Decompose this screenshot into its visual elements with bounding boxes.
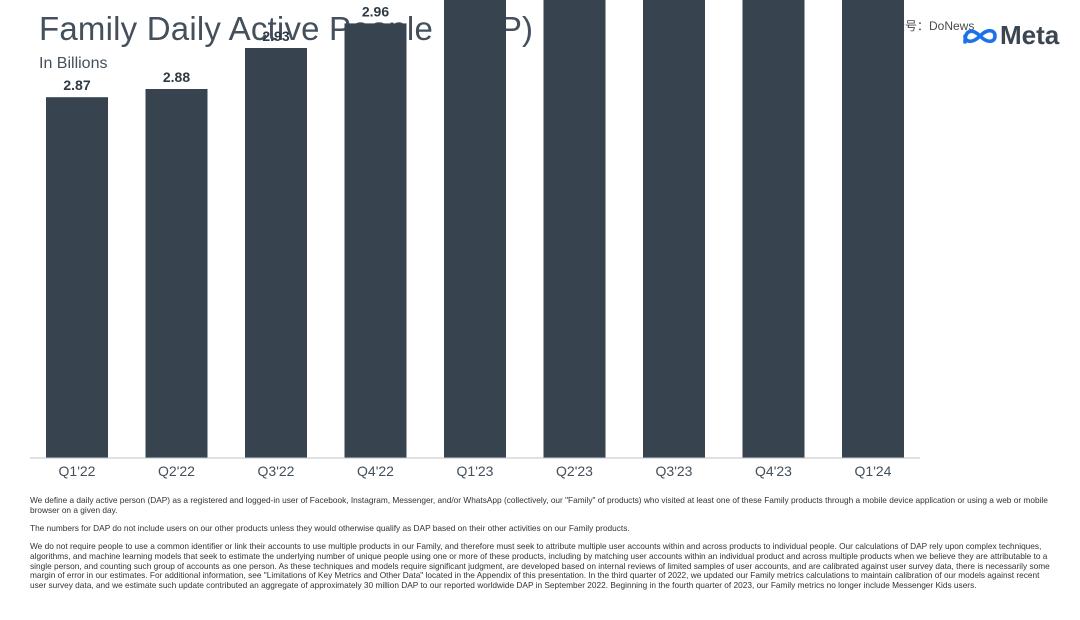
bar-0 — [46, 97, 108, 458]
x-tick-label-4: Q1'23 — [457, 463, 494, 479]
page-subtitle: In Billions — [39, 55, 108, 72]
value-labels-group: 2.872.882.932.963.023.073.143.193.24 — [63, 3, 389, 93]
bar-5 — [543, 0, 606, 458]
value-label-2: 2.93 — [262, 28, 289, 44]
footnote-definition: We define a daily active person (DAP) as… — [30, 495, 1048, 515]
meta-logo: Meta — [962, 20, 1059, 51]
x-tick-label-0: Q1'22 — [59, 463, 96, 479]
bar-2 — [245, 48, 307, 458]
bar-1 — [145, 89, 208, 458]
x-tick-label-3: Q4'22 — [357, 463, 394, 479]
x-tick-label-2: Q3'22 — [258, 463, 295, 479]
x-tick-label-1: Q2'22 — [158, 463, 195, 479]
bar-3 — [344, 23, 407, 459]
value-label-0: 2.87 — [63, 77, 90, 93]
x-tick-label-5: Q2'23 — [556, 463, 593, 479]
bars-group — [46, 0, 904, 459]
value-label-3: 2.96 — [362, 3, 389, 19]
footnote-exclusions: The numbers for DAP do not include users… — [30, 522, 630, 533]
dap-bar-chart: 2.872.882.932.963.023.073.143.193.24 Q1'… — [30, 0, 920, 479]
bar-8 — [842, 0, 904, 459]
footnote-methodology: We do not require people to use a common… — [30, 540, 1050, 591]
bar-6 — [643, 0, 705, 459]
bar-7 — [742, 0, 805, 459]
x-tick-labels-group: Q1'22 Q2'22 Q3'22 Q4'22 Q1'23 Q2'23 Q3'23 Q4'23… — [59, 463, 892, 479]
footnotes: We define a daily active person (DAP) as… — [30, 495, 1050, 599]
meta-logo-text: Meta — [1000, 20, 1060, 50]
x-tick-label-7: Q4'23 — [755, 463, 792, 479]
value-label-1: 2.88 — [163, 69, 190, 85]
x-tick-label-6: Q3'23 — [656, 463, 693, 479]
x-tick-label-8: Q1'24 — [855, 463, 892, 479]
bar-4 — [444, 0, 506, 458]
meta-infinity-icon — [963, 28, 997, 44]
